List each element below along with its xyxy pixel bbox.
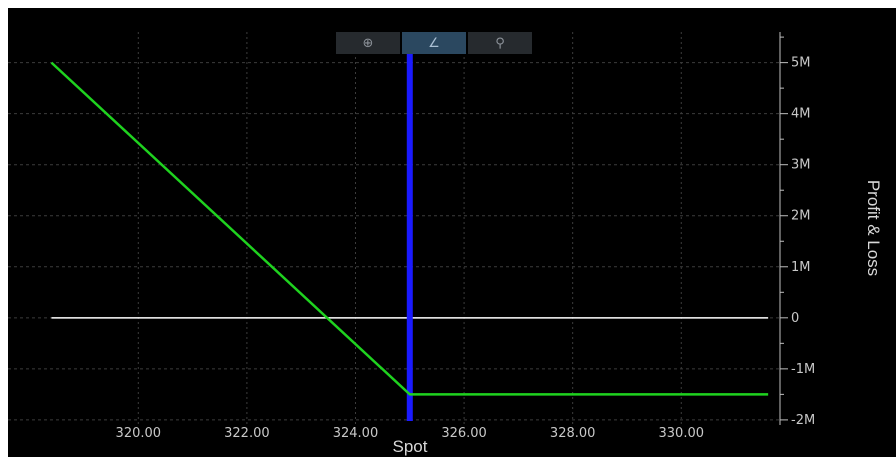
x-tick-label: 330.00	[659, 426, 705, 441]
pnl-series-line	[50, 61, 769, 396]
y-tick-label: 1M	[791, 260, 811, 275]
draw-line-button[interactable]: ∠	[402, 32, 466, 54]
x-tick-label: 326.00	[441, 426, 487, 441]
x-tick-label: 322.00	[224, 426, 270, 441]
y-tick-label: 3M	[791, 158, 811, 173]
x-tick-label: 324.00	[333, 426, 379, 441]
tick-labels: -2M -1M 0 1M 2M 3M 4M 5M 320.00 322.00 324.00 326.0…	[116, 56, 816, 441]
x-tick-label: 328.00	[550, 426, 596, 441]
y-axis-title: Profit & Loss	[864, 180, 883, 276]
y-tick-label: -2M	[791, 413, 815, 428]
y-tick-label: 0	[791, 311, 799, 326]
y-axis	[779, 32, 788, 425]
zoom-button[interactable]: ⚲	[468, 32, 532, 54]
y-tick-label: 5M	[791, 56, 811, 71]
y-tick-label: 2M	[791, 209, 811, 224]
series-layer	[50, 32, 769, 421]
chart-toolbar: ⊕ ∠ ⚲	[336, 32, 534, 54]
pan-button[interactable]: ⊕	[336, 32, 400, 54]
crosshair-move-icon: ⊕	[362, 35, 374, 51]
y-tick-label: 4M	[791, 107, 811, 122]
line-tool-icon: ∠	[428, 35, 440, 51]
x-tick-label: 320.00	[116, 426, 162, 441]
grid-lines	[8, 32, 779, 425]
y-tick-label: -1M	[791, 362, 815, 377]
magnifier-icon: ⚲	[495, 35, 505, 51]
plot-background	[8, 8, 896, 457]
x-axis-title: Spot	[393, 437, 428, 456]
